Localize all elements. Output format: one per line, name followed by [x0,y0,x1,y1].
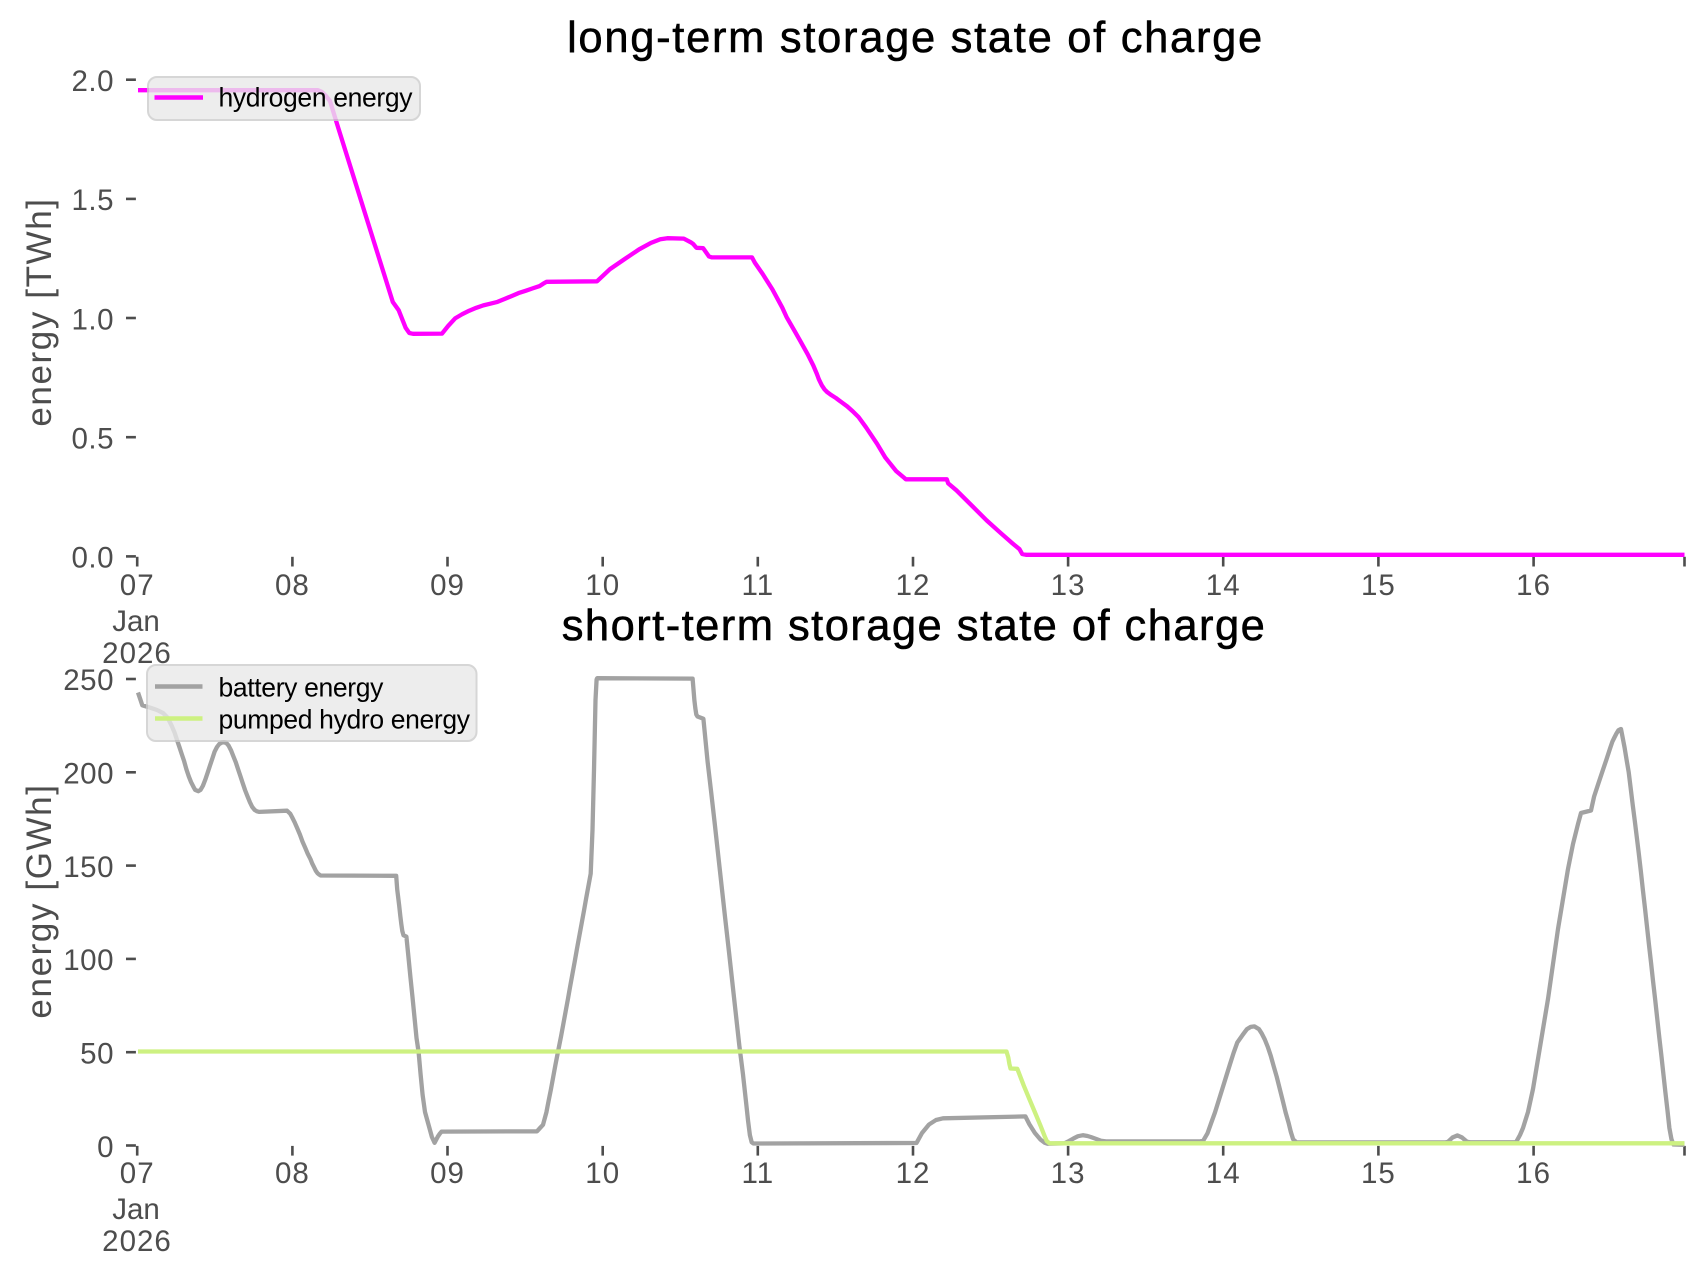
svg-text:10: 10 [585,1157,620,1190]
svg-text:energy [GWh]: energy [GWh] [20,783,59,1018]
svg-text:1.0: 1.0 [71,303,114,336]
svg-text:0.0: 0.0 [71,542,114,575]
svg-text:200: 200 [63,758,114,791]
svg-text:10: 10 [585,569,620,602]
svg-text:Jan: Jan [112,605,160,638]
svg-text:13: 13 [1051,1157,1086,1190]
svg-text:battery energy: battery energy [219,673,385,703]
svg-text:16: 16 [1516,569,1551,602]
svg-text:12: 12 [896,1157,931,1190]
svg-text:08: 08 [275,569,310,602]
svg-text:14: 14 [1206,569,1241,602]
svg-text:1.5: 1.5 [71,184,114,217]
svg-text:pumped hydro energy: pumped hydro energy [219,705,471,735]
svg-text:09: 09 [430,569,465,602]
svg-text:2026: 2026 [102,1225,172,1258]
svg-text:12: 12 [896,569,931,602]
svg-text:long-term storage state of cha: long-term storage state of charge [567,14,1264,62]
svg-text:150: 150 [63,851,114,884]
svg-text:0.5: 0.5 [71,423,114,456]
svg-text:11: 11 [741,1157,774,1190]
svg-text:Jan: Jan [112,1193,160,1226]
svg-text:50: 50 [80,1038,114,1071]
svg-text:15: 15 [1361,1157,1396,1190]
svg-text:energy [TWh]: energy [TWh] [20,197,59,426]
svg-text:0: 0 [97,1131,114,1164]
svg-text:07: 07 [120,569,155,602]
svg-text:short-term storage state of ch: short-term storage state of charge [562,602,1267,650]
svg-text:hydrogen energy: hydrogen energy [219,82,414,112]
svg-text:11: 11 [741,569,774,602]
svg-text:100: 100 [63,944,114,977]
svg-text:250: 250 [63,664,114,697]
svg-text:09: 09 [430,1157,465,1190]
svg-text:15: 15 [1361,569,1396,602]
svg-text:16: 16 [1516,1157,1551,1190]
svg-text:13: 13 [1051,569,1086,602]
svg-text:07: 07 [120,1157,155,1190]
svg-text:2.0: 2.0 [71,65,114,98]
svg-text:14: 14 [1206,1157,1241,1190]
svg-text:08: 08 [275,1157,310,1190]
